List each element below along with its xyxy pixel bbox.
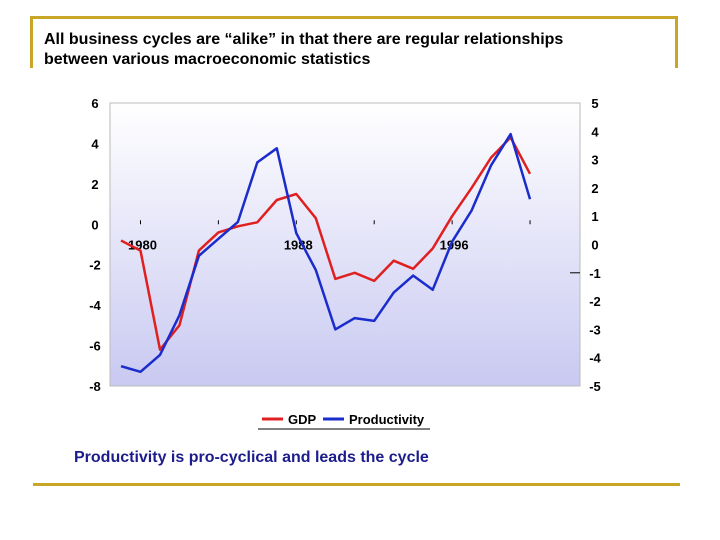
plot-area <box>109 102 581 387</box>
y-right-tick-label: -4 <box>589 351 601 366</box>
y-right-tick-label: 1 <box>591 209 598 224</box>
legend-gdp-label: GDP <box>288 412 317 427</box>
y-left-tick-label: -6 <box>89 339 101 354</box>
y-left-tick-label: -8 <box>89 379 101 394</box>
x-tick-label: 1996 <box>440 237 469 252</box>
bottom-accent-line <box>33 483 680 486</box>
left-accent-line <box>30 16 33 68</box>
y-left-tick-label: 2 <box>91 177 98 192</box>
y-right-tick-label: 4 <box>591 124 599 139</box>
y-left-tick-label: -2 <box>89 258 101 273</box>
slide-caption: Productivity is pro-cyclical and leads t… <box>74 449 429 466</box>
y-left-tick-label: 4 <box>91 136 99 151</box>
y-right-tick-label: -3 <box>589 322 601 337</box>
productivity-series-line <box>120 132 532 374</box>
y-left-tick-label: 6 <box>91 96 98 111</box>
y-left-tick-label: -4 <box>89 298 101 313</box>
y-right-tick-label: 2 <box>591 181 598 196</box>
y-right-tick-label: 5 <box>591 96 598 111</box>
title-line-2: between various macroeconomic statistics <box>44 51 371 68</box>
y-right-tick-label: -2 <box>589 294 601 309</box>
title-line-1: All business cycles are “alike” in that … <box>44 31 564 48</box>
slide-title: All business cycles are “alike” in that … <box>44 30 664 70</box>
y-right-tick-label: 0 <box>591 238 598 253</box>
right-accent-line <box>675 16 678 68</box>
x-tick-label: 1980 <box>128 237 157 252</box>
y-right-tick-label: 3 <box>591 153 598 168</box>
top-accent-line <box>30 16 678 19</box>
y-right-tick-label: -5 <box>589 379 601 394</box>
y-left-tick-label: 0 <box>91 217 98 232</box>
y-right-tick-label: -1 <box>589 266 601 281</box>
legend-productivity-label: Productivity <box>349 412 425 427</box>
